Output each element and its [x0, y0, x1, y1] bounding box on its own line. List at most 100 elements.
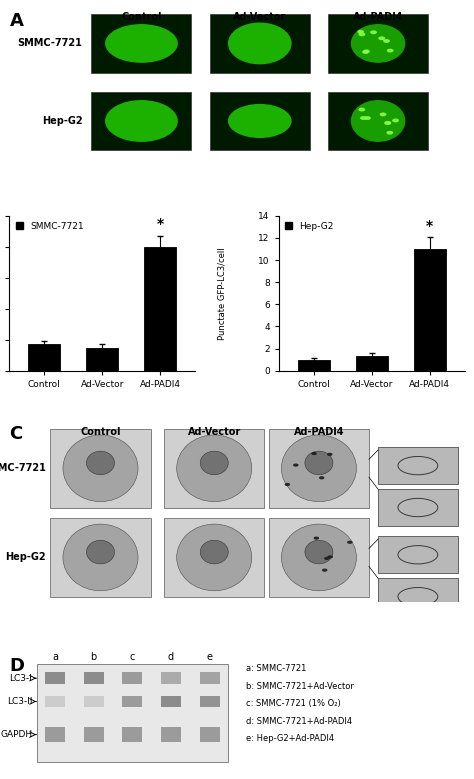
Bar: [356, 357, 388, 371]
Ellipse shape: [228, 104, 292, 138]
Text: Ad-PADI4: Ad-PADI4: [353, 12, 403, 23]
Bar: [45, 696, 65, 707]
Line: 2 pts: 2 pts: [369, 566, 378, 578]
Ellipse shape: [358, 33, 365, 37]
Ellipse shape: [324, 557, 329, 560]
Text: a: SMMC-7721: a: SMMC-7721: [246, 664, 307, 673]
Point: [375, 485, 381, 494]
Text: Control: Control: [80, 427, 121, 437]
Ellipse shape: [364, 116, 371, 120]
Ellipse shape: [177, 435, 252, 502]
Text: Hep-G2: Hep-G2: [42, 116, 82, 126]
Text: Ad-PADI4: Ad-PADI4: [294, 427, 344, 437]
Ellipse shape: [282, 435, 356, 502]
Text: Ad-Vector: Ad-Vector: [188, 427, 241, 437]
Ellipse shape: [228, 23, 292, 65]
Text: LC3-I: LC3-I: [9, 674, 32, 682]
Point: [366, 562, 372, 571]
Bar: [91, 91, 191, 150]
Bar: [83, 696, 104, 707]
Bar: [91, 14, 191, 73]
Bar: [164, 518, 264, 597]
Bar: [378, 578, 458, 615]
Bar: [200, 672, 220, 684]
Bar: [28, 344, 60, 371]
Ellipse shape: [380, 112, 386, 116]
Ellipse shape: [360, 116, 367, 120]
Bar: [328, 91, 428, 150]
Bar: [328, 14, 428, 73]
Bar: [269, 518, 369, 597]
Bar: [200, 727, 220, 742]
Ellipse shape: [362, 50, 369, 54]
Point: [375, 446, 381, 455]
Bar: [83, 672, 104, 684]
Text: e: e: [207, 652, 213, 662]
Bar: [200, 696, 220, 707]
Bar: [378, 447, 458, 484]
Text: d: SMMC-7721+Ad-PADI4: d: SMMC-7721+Ad-PADI4: [246, 717, 352, 725]
Ellipse shape: [351, 100, 405, 142]
Bar: [37, 664, 228, 762]
Point: [375, 534, 381, 544]
Text: GAPDH: GAPDH: [0, 730, 32, 739]
Text: Control: Control: [121, 12, 162, 23]
Bar: [298, 360, 329, 371]
Text: C: C: [9, 425, 23, 443]
Bar: [161, 696, 181, 707]
Text: b: b: [91, 652, 97, 662]
Bar: [161, 727, 181, 742]
Point: [366, 455, 372, 464]
Ellipse shape: [392, 118, 399, 122]
Bar: [145, 247, 176, 371]
Bar: [378, 489, 458, 526]
Text: e: Hep-G2+Ad-PADI4: e: Hep-G2+Ad-PADI4: [246, 734, 334, 743]
Text: LC3-II: LC3-II: [7, 697, 32, 706]
Ellipse shape: [347, 541, 353, 544]
Bar: [414, 249, 446, 371]
Ellipse shape: [370, 30, 377, 34]
Bar: [86, 347, 118, 371]
Ellipse shape: [293, 464, 299, 467]
Ellipse shape: [86, 451, 115, 474]
Ellipse shape: [284, 483, 290, 486]
Ellipse shape: [327, 453, 333, 456]
Legend: SMMC-7721: SMMC-7721: [14, 220, 86, 233]
Ellipse shape: [63, 524, 138, 590]
Line: 2 pts: 2 pts: [369, 478, 378, 489]
Text: c: SMMC-7721 (1% O₂): c: SMMC-7721 (1% O₂): [246, 699, 341, 708]
Text: Ad-Vector: Ad-Vector: [233, 12, 286, 23]
Bar: [45, 727, 65, 742]
Text: b: SMMC-7721+Ad-Vector: b: SMMC-7721+Ad-Vector: [246, 682, 354, 691]
Bar: [210, 91, 310, 150]
Ellipse shape: [363, 49, 370, 53]
Bar: [122, 727, 142, 742]
Ellipse shape: [319, 476, 324, 479]
Ellipse shape: [200, 451, 228, 474]
Ellipse shape: [322, 569, 328, 572]
Ellipse shape: [200, 541, 228, 564]
Bar: [50, 518, 151, 597]
Text: A: A: [9, 12, 23, 30]
Bar: [164, 429, 264, 507]
Ellipse shape: [383, 39, 390, 43]
Point: [366, 473, 372, 482]
Line: 2 pts: 2 pts: [369, 539, 378, 548]
Line: 2 pts: 2 pts: [369, 450, 378, 460]
Bar: [50, 429, 151, 507]
Ellipse shape: [86, 541, 115, 564]
Y-axis label: Punctate GFP-LC3/cell: Punctate GFP-LC3/cell: [218, 247, 227, 340]
Ellipse shape: [387, 48, 393, 52]
Ellipse shape: [105, 24, 178, 63]
Ellipse shape: [384, 121, 391, 125]
Bar: [122, 696, 142, 707]
Ellipse shape: [63, 435, 138, 502]
Ellipse shape: [328, 555, 333, 559]
Bar: [161, 672, 181, 684]
Ellipse shape: [351, 24, 405, 63]
Text: c: c: [130, 652, 135, 662]
Text: Hep-G2: Hep-G2: [5, 552, 46, 562]
Ellipse shape: [314, 537, 319, 540]
Ellipse shape: [378, 37, 385, 41]
Bar: [269, 429, 369, 507]
